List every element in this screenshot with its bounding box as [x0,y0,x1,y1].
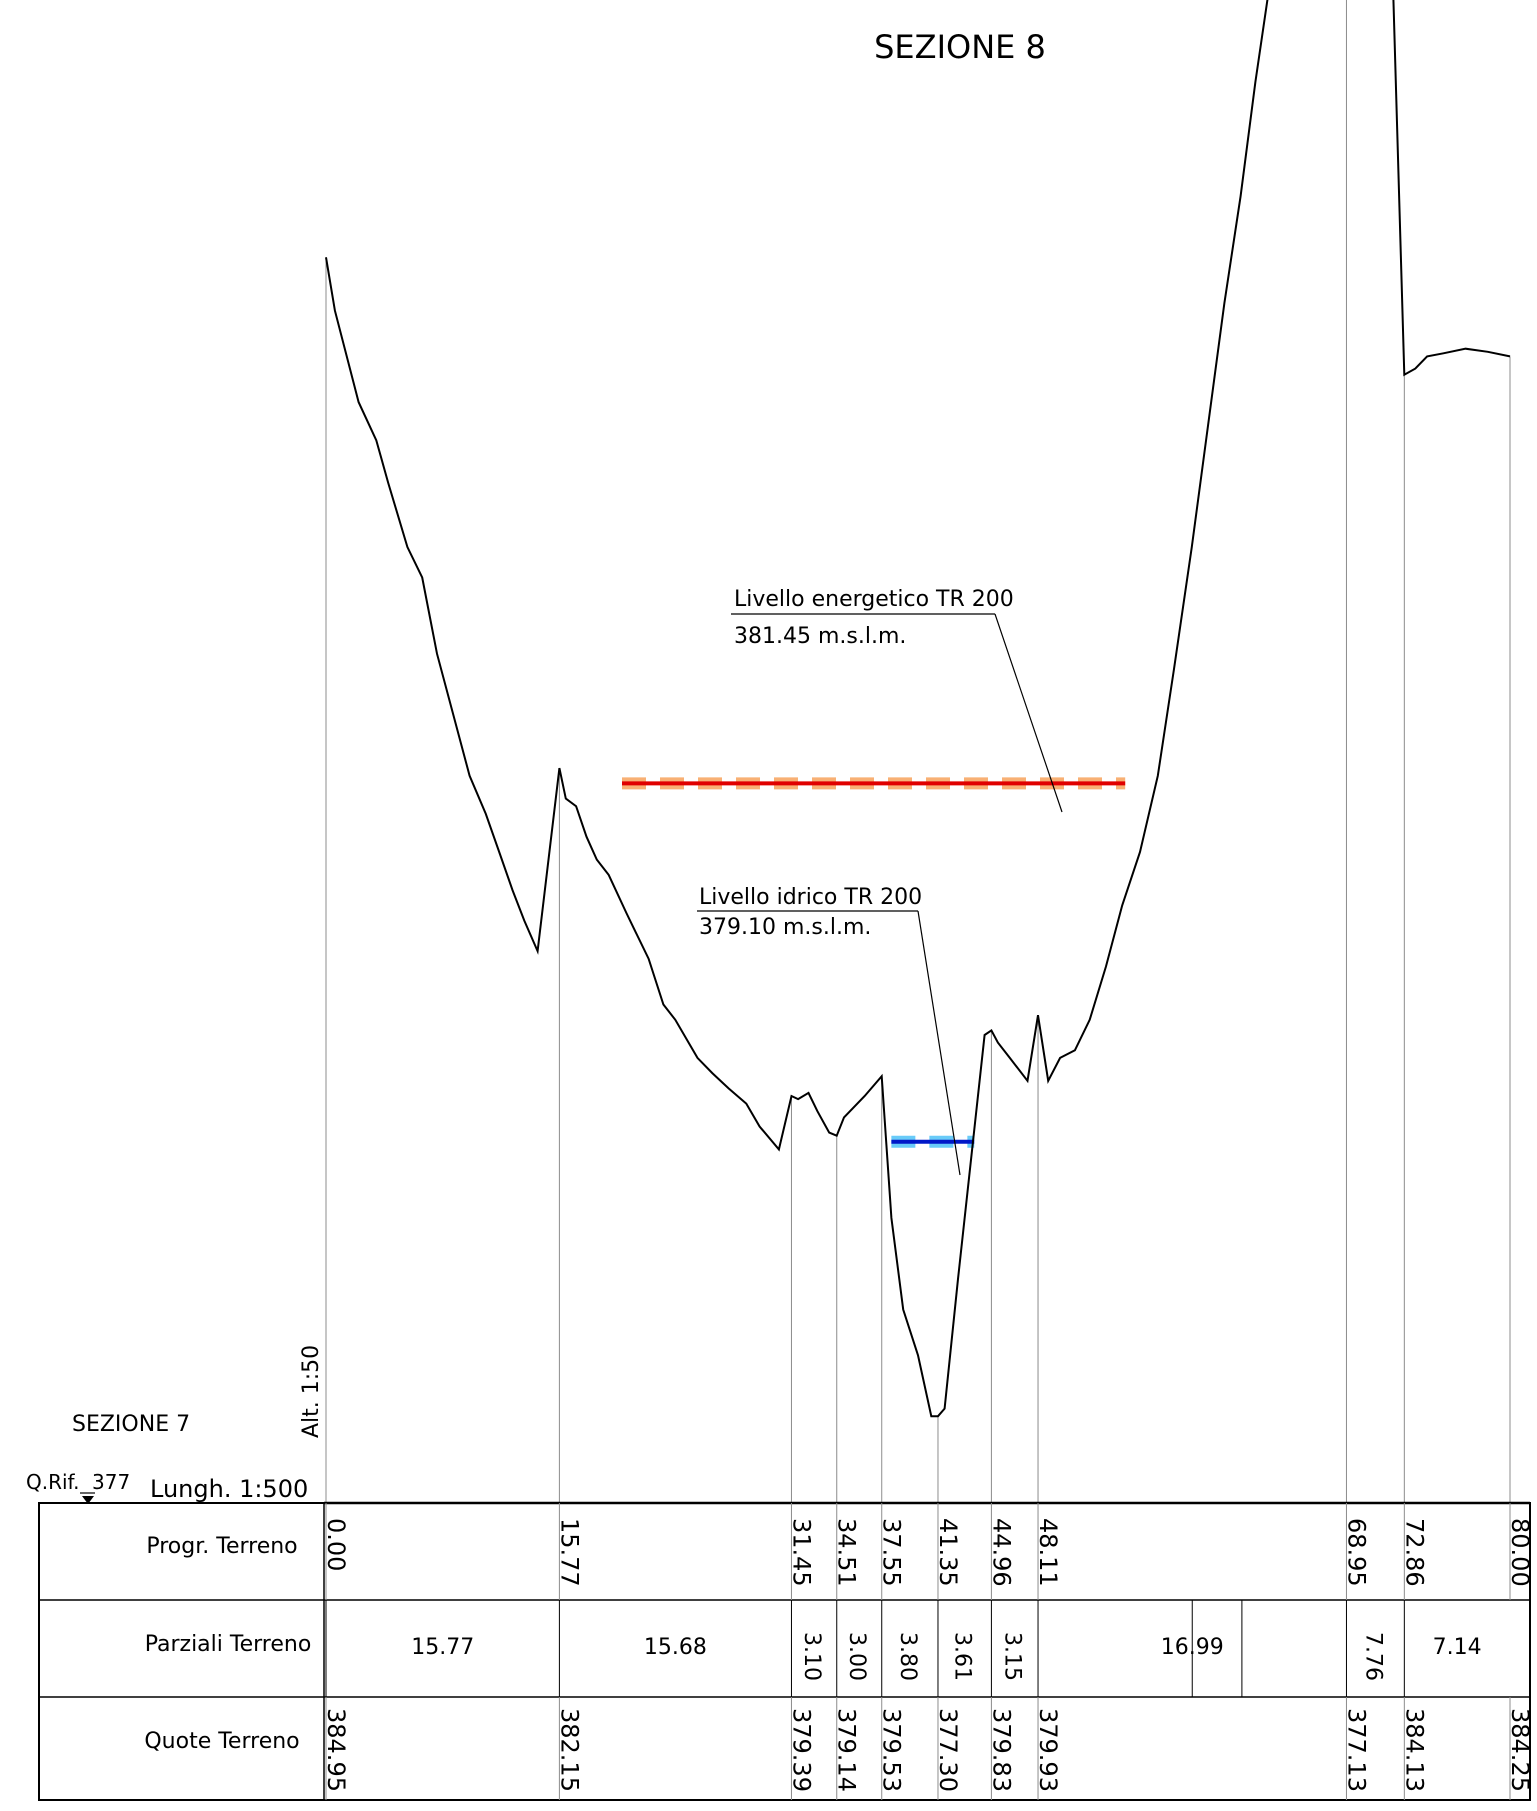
table-header-quote: Quote Terreno [144,1729,299,1754]
partial-label: 3.15 [1000,1632,1025,1681]
water-value: 379.10 m.s.l.m. [699,915,871,940]
ground-profile-line [325,0,1511,1418]
horizontal-scale-label: Lungh. 1:500 [150,1475,308,1503]
table-values: 0.00 384.95 15.77 382.15 31.45 379.39 34.51 379… [322,1503,1534,1800]
quote-label: 379.93 [1034,1708,1062,1792]
progressive-label: 72.86 [1400,1518,1428,1587]
quote-label: 377.13 [1342,1708,1370,1792]
vertical-guides [325,0,1511,1503]
partial-label: 3.10 [799,1632,824,1681]
progressive-label: 80.00 [1506,1518,1534,1587]
progressive-label: 41.35 [934,1518,962,1587]
progressive-label: 31.45 [787,1518,815,1587]
progressive-label: 15.77 [555,1518,583,1587]
energy-label: Livello energetico TR 200 [734,587,1014,612]
partial-label: 15.68 [644,1635,707,1660]
data-table: Progr. Terreno Parziali Terreno Quote Te… [38,1501,1534,1801]
progressive-label: 0.00 [322,1518,350,1571]
progressive-label: 44.96 [987,1518,1015,1587]
quote-label: 379.53 [878,1708,906,1792]
quote-label: 379.83 [987,1708,1015,1792]
prev-section-label: SEZIONE 7 [72,1412,190,1437]
reference-value: 377 [92,1470,130,1494]
quote-label: 379.39 [787,1708,815,1792]
water-leader-line [917,910,961,1176]
quote-label: 384.95 [322,1708,350,1792]
reference-label: Q.Rif. [26,1470,80,1494]
table-header-parziali: Parziali Terreno [145,1632,312,1657]
reference-arrow-icon [82,1496,94,1504]
water-levels [622,777,1126,1148]
water-annotation: Livello idrico TR 200 379.10 m.s.l.m. [697,885,961,1176]
partial-label: 3.80 [895,1632,920,1681]
progressive-label: 68.95 [1342,1518,1370,1587]
energy-value: 381.45 m.s.l.m. [734,624,906,649]
quote-label: 384.13 [1400,1708,1428,1792]
energy-leader-line [994,613,1063,813]
progressive-label: 34.51 [833,1518,861,1587]
section-title: SEZIONE 8 [874,28,1046,66]
energy-annotation: Livello energetico TR 200 381.45 m.s.l.m… [731,587,1063,813]
quote-label: 382.15 [555,1708,583,1792]
partial-label: 15.77 [411,1635,474,1660]
progressive-label: 48.11 [1034,1518,1062,1587]
partial-label: 7.14 [1433,1635,1482,1660]
partial-label: 3.00 [844,1632,869,1681]
partial-label: 7.76 [1360,1632,1385,1681]
partial-label: 3.61 [950,1632,975,1681]
table-header-progr: Progr. Terreno [146,1534,297,1559]
quote-label: 384.25 [1506,1708,1534,1792]
vertical-scale-label: Alt. 1:50 [299,1345,324,1438]
quote-label: 379.14 [833,1708,861,1792]
quote-label: 377.30 [934,1708,962,1792]
water-label: Livello idrico TR 200 [699,885,922,910]
progressive-label: 37.55 [878,1518,906,1587]
